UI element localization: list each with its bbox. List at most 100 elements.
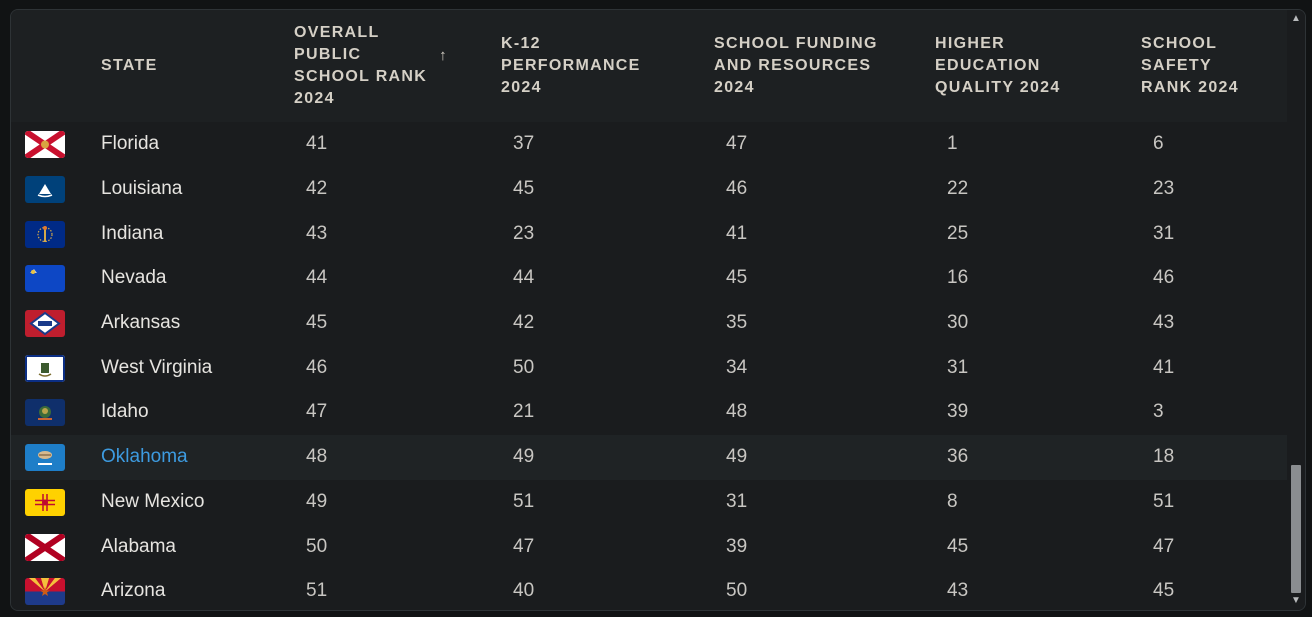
overall-rank-cell: 45	[306, 312, 328, 334]
k12-performance-cell: 40	[513, 580, 535, 602]
scroll-up-icon[interactable]: ▲	[1291, 13, 1301, 24]
higher-education-cell: 22	[947, 178, 969, 200]
overall-rank-cell: 47	[306, 401, 328, 423]
school-safety-cell: 45	[1153, 580, 1175, 602]
indiana-flag-icon	[25, 220, 65, 248]
new-mexico-flag-icon	[25, 488, 65, 516]
table-row[interactable]: Indiana 43 23 41 25 31	[11, 211, 1287, 257]
florida-flag-icon	[25, 131, 65, 159]
school-funding-cell: 46	[726, 178, 748, 200]
overall-rank-cell: 46	[306, 356, 328, 378]
higher-education-cell: 39	[947, 401, 969, 423]
school-safety-cell: 43	[1153, 312, 1175, 334]
higher-education-cell: 16	[947, 267, 969, 289]
k12-performance-cell: 49	[513, 446, 535, 468]
state-name-cell: Florida	[101, 133, 160, 155]
header-overall-rank[interactable]: OVERALL PUBLIC SCHOOL RANK 2024 ↑	[294, 24, 448, 107]
state-name-cell[interactable]: Oklahoma	[101, 446, 188, 468]
state-name-cell: New Mexico	[101, 490, 205, 512]
table-row[interactable]: New Mexico 49 51 31 8 51	[11, 479, 1287, 525]
k12-performance-cell: 47	[513, 535, 535, 557]
school-safety-cell: 3	[1153, 401, 1164, 423]
table-row[interactable]: West Virginia 46 50 34 31 41	[11, 345, 1287, 391]
school-funding-cell: 31	[726, 490, 748, 512]
school-funding-cell: 48	[726, 401, 748, 423]
scrollbar-thumb[interactable]	[1291, 465, 1301, 593]
school-safety-cell: 23	[1153, 178, 1175, 200]
higher-education-cell: 8	[947, 490, 958, 512]
state-name-cell: Indiana	[101, 222, 164, 244]
table-row[interactable]: Alabama 50 47 39 45 47	[11, 524, 1287, 569]
arkansas-flag-icon	[25, 310, 65, 338]
arizona-flag-icon	[25, 578, 65, 606]
state-name-cell: Idaho	[101, 401, 149, 423]
table-row[interactable]: Nevada 44 44 45 16 46	[11, 256, 1287, 301]
k12-performance-cell: 50	[513, 356, 535, 378]
table-row[interactable]: Oklahoma 48 49 49 36 18	[11, 434, 1287, 480]
higher-education-cell: 43	[947, 580, 969, 602]
state-name-cell: Arkansas	[101, 312, 181, 334]
overall-rank-cell: 50	[306, 535, 328, 557]
k12-performance-cell: 37	[513, 133, 535, 155]
school-funding-cell: 35	[726, 312, 748, 334]
k12-performance-cell: 44	[513, 267, 535, 289]
higher-education-cell: 31	[947, 356, 969, 378]
higher-education-cell: 45	[947, 535, 969, 557]
overall-rank-cell: 44	[306, 267, 328, 289]
alabama-flag-icon	[25, 533, 65, 561]
school-safety-cell: 18	[1153, 446, 1175, 468]
state-name-cell: Louisiana	[101, 178, 183, 200]
scroll-down-icon[interactable]: ▼	[1291, 595, 1301, 606]
rankings-table: STATE OVERALL PUBLIC SCHOOL RANK 2024 ↑ …	[11, 10, 1287, 610]
state-name-cell: Arizona	[101, 580, 166, 602]
higher-education-cell: 36	[947, 446, 969, 468]
school-funding-cell: 41	[726, 222, 748, 244]
header-state[interactable]: STATE	[101, 57, 158, 74]
state-name-cell: Alabama	[101, 535, 176, 557]
state-name-cell: West Virginia	[101, 356, 213, 378]
table-header: STATE OVERALL PUBLIC SCHOOL RANK 2024 ↑ …	[11, 10, 1287, 122]
west-virginia-flag-icon	[25, 354, 65, 382]
school-funding-cell: 34	[726, 356, 748, 378]
school-safety-cell: 41	[1153, 356, 1175, 378]
table-row[interactable]: Florida 41 37 47 1 6	[11, 122, 1287, 167]
rankings-table-panel: STATE OVERALL PUBLIC SCHOOL RANK 2024 ↑ …	[10, 9, 1306, 611]
vertical-scrollbar[interactable]: ▲ ▼	[1287, 10, 1305, 610]
header-school-funding[interactable]: SCHOOL FUNDING AND RESOURCES 2024	[714, 35, 878, 96]
oklahoma-flag-icon	[25, 444, 65, 472]
louisiana-flag-icon	[25, 176, 65, 204]
school-safety-cell: 46	[1153, 267, 1175, 289]
higher-education-cell: 1	[947, 133, 958, 155]
sort-ascending-icon[interactable]: ↑	[439, 47, 448, 64]
school-funding-cell: 50	[726, 580, 748, 602]
school-safety-cell: 47	[1153, 535, 1175, 557]
k12-performance-cell: 21	[513, 401, 535, 423]
idaho-flag-icon	[25, 399, 65, 427]
header-school-safety[interactable]: SCHOOL SAFETY RANK 2024	[1141, 35, 1239, 96]
table-body: Florida 41 37 47 1 6 Louisiana 42 45 46 22 23 Indian…	[11, 122, 1287, 610]
table-row[interactable]: Louisiana 42 45 46 22 23	[11, 166, 1287, 212]
table-row[interactable]: Arkansas 45 42 35 30 43	[11, 300, 1287, 346]
overall-rank-cell: 48	[306, 446, 328, 468]
school-funding-cell: 39	[726, 535, 748, 557]
k12-performance-cell: 23	[513, 222, 535, 244]
school-funding-cell: 47	[726, 133, 748, 155]
school-safety-cell: 31	[1153, 222, 1175, 244]
school-funding-cell: 45	[726, 267, 748, 289]
school-funding-cell: 49	[726, 446, 748, 468]
header-higher-education[interactable]: HIGHER EDUCATION QUALITY 2024	[935, 35, 1061, 96]
table-row[interactable]: Arizona 51 40 50 43 45	[11, 568, 1287, 610]
header-k12-performance[interactable]: K-12 PERFORMANCE 2024	[501, 35, 641, 96]
k12-performance-cell: 42	[513, 312, 535, 334]
higher-education-cell: 25	[947, 222, 969, 244]
overall-rank-cell: 43	[306, 222, 328, 244]
nevada-flag-icon	[25, 265, 65, 293]
higher-education-cell: 30	[947, 312, 969, 334]
overall-rank-cell: 49	[306, 490, 328, 512]
k12-performance-cell: 51	[513, 490, 535, 512]
overall-rank-cell: 42	[306, 178, 328, 200]
school-safety-cell: 51	[1153, 490, 1175, 512]
overall-rank-cell: 41	[306, 133, 328, 155]
table-row[interactable]: Idaho 47 21 48 39 3	[11, 390, 1287, 435]
state-name-cell: Nevada	[101, 267, 167, 289]
